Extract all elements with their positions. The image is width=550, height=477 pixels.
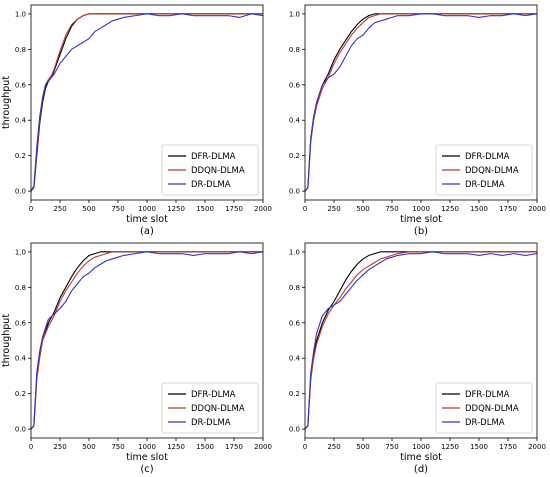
x-tick-label: 1750	[225, 205, 243, 213]
legend-label: DR-DLMA	[465, 418, 505, 428]
y-tick-label: 0.4	[15, 117, 27, 125]
x-tick-label: 1500	[196, 443, 214, 451]
panel-caption: (b)	[414, 226, 428, 237]
x-tick-label: 250	[53, 443, 66, 451]
x-tick-label: 250	[327, 205, 340, 213]
x-axis-label: time slot	[126, 214, 168, 225]
legend-label: DFR-DLMA	[191, 152, 236, 162]
y-tick-label: 0.2	[289, 152, 300, 160]
legend-label: DDQN-DLMA	[465, 166, 519, 176]
chart-panel-1: 0 250 500 750 1000 1250 1500 1750 2000 0.0 0.2 0.4 0…	[289, 4, 546, 237]
x-tick-label: 250	[327, 443, 340, 451]
legend-label: DFR-DLMA	[191, 390, 236, 400]
x-tick-label: 1500	[470, 443, 488, 451]
chart-panel-3: 0 250 500 750 1000 1250 1500 1750 2000 0.0 0.2 0.4 0…	[289, 242, 546, 475]
y-tick-label: 0.6	[289, 319, 301, 327]
legend-label: DR-DLMA	[191, 418, 231, 428]
y-tick-label: 0.2	[15, 152, 26, 160]
x-tick-label: 1000	[138, 205, 156, 213]
x-tick-label: 1250	[441, 443, 459, 451]
x-tick-label: 500	[82, 205, 95, 213]
legend-label: DDQN-DLMA	[191, 404, 245, 414]
panel-caption: (c)	[140, 464, 153, 475]
x-axis-label: time slot	[400, 452, 442, 463]
x-tick-label: 750	[385, 205, 398, 213]
x-tick-label: 500	[356, 443, 369, 451]
legend-box	[161, 382, 259, 434]
y-tick-label: 0.4	[289, 355, 301, 363]
y-axis-label: throughput	[1, 314, 12, 367]
x-tick-label: 1000	[138, 443, 156, 451]
y-tick-label: 0.4	[15, 355, 27, 363]
y-tick-label: 0.0	[15, 426, 26, 434]
y-tick-label: 1.0	[15, 248, 26, 256]
x-tick-label: 2000	[528, 443, 546, 451]
x-tick-label: 0	[29, 443, 33, 451]
legend-label: DFR-DLMA	[465, 390, 510, 400]
x-tick-label: 250	[53, 205, 66, 213]
y-tick-label: 1.0	[289, 248, 300, 256]
series-line-2	[304, 251, 538, 430]
x-axis-label: time slot	[126, 452, 168, 463]
x-tick-label: 1500	[196, 205, 214, 213]
x-tick-label: 1750	[225, 443, 243, 451]
x-tick-label: 1000	[412, 443, 430, 451]
legend-box	[435, 144, 533, 196]
series-line-1	[30, 251, 263, 430]
x-tick-label: 500	[82, 443, 95, 451]
y-tick-label: 0.8	[289, 284, 300, 292]
series-line-1	[304, 251, 537, 430]
x-tick-label: 2000	[254, 205, 272, 213]
x-tick-label: 750	[111, 205, 124, 213]
y-tick-label: 0.0	[289, 188, 300, 196]
panel-caption: (a)	[140, 226, 154, 237]
y-tick-label: 0.8	[15, 284, 26, 292]
y-tick-label: 0.6	[15, 81, 27, 89]
chart-panel-0: 0 250 500 750 1000 1250 1500 1750 2000 0.0 0.2 0.4 0…	[1, 4, 272, 237]
x-tick-label: 750	[385, 443, 398, 451]
x-tick-label: 0	[29, 205, 33, 213]
y-tick-label: 1.0	[15, 10, 26, 18]
chart-panel-2: 0 250 500 750 1000 1250 1500 1750 2000 0.0 0.2 0.4 0…	[1, 242, 272, 475]
x-tick-label: 0	[303, 443, 307, 451]
legend-box	[161, 144, 259, 196]
legend-label: DR-DLMA	[191, 180, 231, 190]
series-line-2	[30, 13, 264, 192]
x-tick-label: 1750	[499, 443, 517, 451]
y-tick-label: 0.8	[289, 46, 300, 54]
x-tick-label: 1750	[499, 205, 517, 213]
legend-label: DFR-DLMA	[465, 152, 510, 162]
x-tick-label: 2000	[528, 205, 546, 213]
x-tick-label: 1500	[470, 205, 488, 213]
legend-label: DDQN-DLMA	[465, 404, 519, 414]
x-tick-label: 750	[111, 443, 124, 451]
y-tick-label: 0.6	[289, 81, 301, 89]
x-axis-label: time slot	[400, 214, 442, 225]
x-tick-label: 1250	[167, 205, 185, 213]
y-tick-label: 0.8	[15, 46, 26, 54]
x-tick-label: 500	[356, 205, 369, 213]
series-line-1	[304, 13, 537, 192]
y-tick-label: 0.4	[289, 117, 301, 125]
y-tick-label: 0.2	[289, 390, 300, 398]
x-tick-label: 1250	[441, 205, 459, 213]
y-tick-label: 0.0	[289, 426, 300, 434]
y-tick-label: 0.6	[15, 319, 27, 327]
y-tick-label: 0.2	[15, 390, 26, 398]
legend-box	[435, 382, 533, 434]
y-axis-label: throughput	[1, 76, 12, 129]
x-tick-label: 0	[303, 205, 307, 213]
x-tick-label: 2000	[254, 443, 272, 451]
x-tick-label: 1250	[167, 443, 185, 451]
series-line-2	[30, 251, 264, 430]
panel-caption: (d)	[414, 464, 428, 475]
y-tick-label: 0.0	[15, 188, 26, 196]
y-tick-label: 1.0	[289, 10, 300, 18]
x-tick-label: 1000	[412, 205, 430, 213]
series-line-2	[304, 13, 538, 192]
legend-label: DR-DLMA	[465, 180, 505, 190]
legend-label: DDQN-DLMA	[191, 166, 245, 176]
